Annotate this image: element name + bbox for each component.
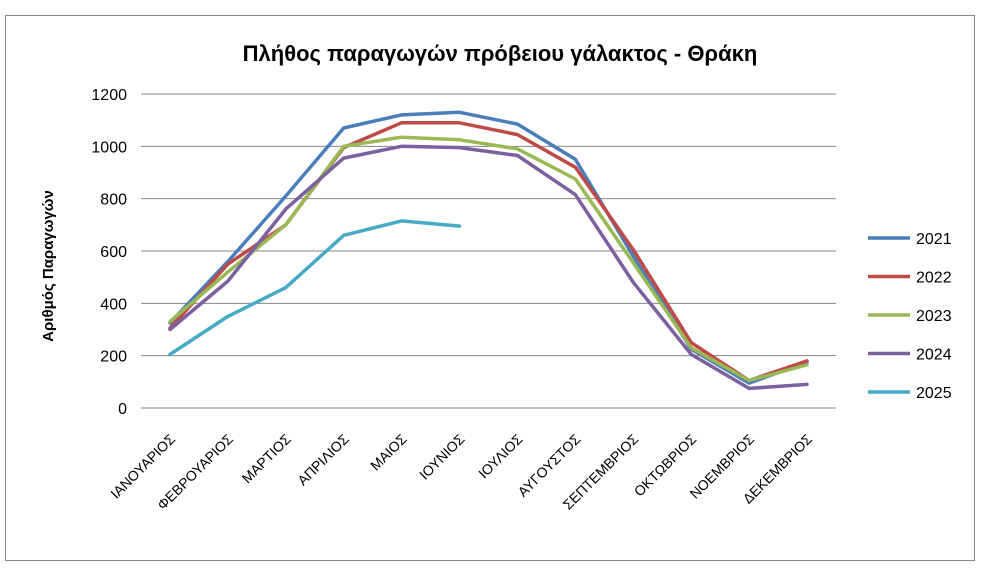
y-tick-label: 1200 [91, 87, 127, 104]
x-tick-label: ΜΑΡΤΙΟΣ [239, 431, 295, 487]
chart-area: Πλήθος παραγωγών πρόβειου γάλακτος - Θρά… [5, 15, 975, 561]
y-tick-label: 200 [100, 349, 127, 366]
legend-label: 2025 [916, 385, 952, 402]
chart-title: Πλήθος παραγωγών πρόβειου γάλακτος - Θρά… [243, 41, 758, 66]
y-tick-label: 800 [100, 192, 127, 209]
series-line-2023 [168, 135, 809, 383]
legend-label: 2023 [916, 308, 952, 325]
y-tick-label: 1000 [91, 139, 127, 156]
line-chart: Πλήθος παραγωγών πρόβειου γάλακτος - Θρά… [40, 41, 952, 513]
series-line-2022 [168, 121, 809, 383]
legend-label: 2022 [916, 270, 952, 287]
x-tick-label: ΜΑΙΟΣ [367, 431, 410, 474]
legend-label: 2024 [916, 347, 952, 364]
y-tick-label: 400 [100, 296, 127, 313]
x-tick-label: ΙΟΥΛΙΟΣ [475, 431, 526, 482]
y-axis-label: Αριθμός Παραγωγών [40, 190, 57, 342]
x-tick-label: ΑΠΡΙΛΙΟΣ [294, 431, 352, 489]
series-line-2024 [168, 144, 809, 391]
y-tick-label: 600 [100, 244, 127, 261]
series-line-2025 [168, 219, 462, 357]
legend: 2021 2022 2023 2024 2025 [868, 231, 952, 402]
x-tick-label: ΙΟΥΝΙΟΣ [416, 431, 468, 483]
legend-label: 2021 [916, 231, 952, 248]
y-axis-ticks: 0 200 400 600 800 1000 1200 [91, 87, 127, 418]
y-tick-label: 0 [118, 401, 127, 418]
series-lines [168, 110, 809, 391]
